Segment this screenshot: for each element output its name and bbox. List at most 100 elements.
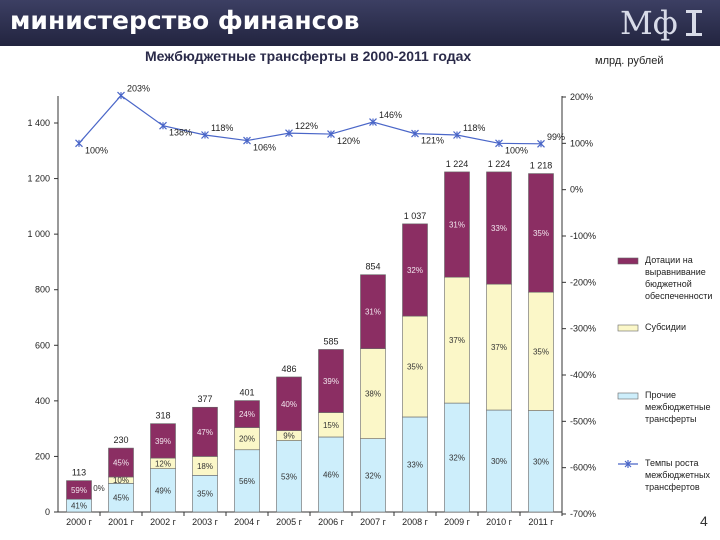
- growth-label: 99%: [547, 132, 565, 142]
- growth-label: 203%: [127, 84, 150, 94]
- bar-segment-label: 32%: [407, 266, 423, 275]
- growth-point: [327, 130, 335, 138]
- bar-total-label: 1 224: [488, 159, 511, 169]
- y-right-tick-label: -600%: [570, 463, 596, 473]
- bar-segment-label: 24%: [239, 410, 255, 419]
- growth-point: [285, 129, 293, 138]
- bar-segment-dotations: [108, 447, 134, 478]
- growth-label: 146%: [379, 110, 402, 120]
- bar-segment-other: [402, 416, 428, 513]
- y-left-tick-label: 1 400: [27, 118, 50, 128]
- bar-segment-label: 56%: [239, 477, 255, 486]
- bar-segment-label: 10%: [113, 476, 129, 485]
- y-left-tick-label: 1 200: [27, 174, 50, 184]
- category-label: 2004 г: [234, 517, 261, 527]
- bar-segment-label: 35%: [533, 347, 549, 356]
- bar-segment-label: 12%: [155, 459, 171, 468]
- growth-point: [537, 139, 545, 148]
- bar-segment-dotations: [360, 274, 386, 349]
- growth-label: 100%: [505, 145, 528, 155]
- bar-total-label: 401: [239, 388, 254, 398]
- category-label: 2002 г: [150, 517, 177, 527]
- bar-segment-other: [444, 402, 470, 513]
- legend-swatch-subsidies: [617, 324, 639, 332]
- bar-segment-other: [150, 468, 176, 513]
- legend-label: Субсидии: [645, 322, 686, 332]
- bar-segment-label: 0%: [93, 484, 105, 493]
- bar-segment-label: 35%: [533, 229, 549, 238]
- y-right-tick-label: 0%: [570, 185, 583, 195]
- bar-segment-subsidies: [402, 315, 428, 418]
- bar-segment-label: 38%: [365, 390, 381, 399]
- category-label: 2008 г: [402, 517, 429, 527]
- bar-total-label: 377: [197, 394, 212, 404]
- page-number: 4: [700, 513, 708, 529]
- y-right-tick-label: -400%: [570, 370, 596, 380]
- legend-label: Темпы роста: [645, 458, 699, 468]
- bar-segment-subsidies: [318, 412, 344, 438]
- growth-label: 106%: [253, 143, 276, 153]
- bar-total-label: 113: [72, 468, 86, 478]
- bar-segment-subsidies: [528, 291, 554, 411]
- growth-label: 121%: [421, 136, 444, 146]
- bar-segment-dotations: [318, 349, 344, 413]
- bar-segment-label: 59%: [71, 486, 87, 495]
- bar-segment-label: 39%: [323, 377, 339, 386]
- category-label: 2007 г: [360, 517, 387, 527]
- bar-segment-label: 33%: [491, 224, 507, 233]
- legend-label: трансфертов: [645, 482, 700, 492]
- bar-segment-dotations: [276, 376, 302, 431]
- bar-segment-other: [108, 483, 134, 513]
- legend-growth-marker: [624, 460, 632, 468]
- category-label: 2005 г: [276, 517, 303, 527]
- legend-label: Дотации на: [645, 255, 693, 265]
- growth-point: [117, 91, 125, 100]
- legend-label: выравнивание: [645, 267, 706, 277]
- bar-segment-label: 35%: [407, 363, 423, 372]
- chart-title: Межбюджетные трансферты в 2000-2011 года…: [145, 48, 472, 64]
- bar-segment-dotations: [444, 171, 470, 278]
- legend-label: обеспеченности: [645, 291, 712, 301]
- bar-segment-label: 49%: [155, 486, 171, 495]
- bar-segment-label: 37%: [449, 336, 465, 345]
- bar-segment-label: 41%: [71, 502, 87, 511]
- bar-segment-dotations: [192, 406, 218, 457]
- bar-segment-label: 31%: [449, 221, 465, 230]
- bar-total-label: 318: [155, 411, 170, 421]
- bar-segment-label: 46%: [323, 470, 339, 479]
- bar-segment-other: [318, 436, 344, 513]
- y-left-tick-label: 800: [35, 285, 50, 295]
- y-right-tick-label: -500%: [570, 416, 596, 426]
- category-label: 2011 г: [528, 517, 554, 527]
- bar-segment-other: [528, 410, 554, 513]
- bar-segment-label: 47%: [197, 428, 213, 437]
- category-label: 2000 г: [66, 517, 93, 527]
- bar-total-label: 1 037: [404, 211, 427, 221]
- bar-segment-dotations: [402, 223, 428, 317]
- growth-point: [369, 118, 377, 126]
- bar-total-label: 1 224: [446, 159, 469, 169]
- legend-swatch-dotations: [617, 257, 639, 265]
- legend-swatch-other: [617, 392, 639, 400]
- bar-segment-label: 45%: [113, 494, 129, 503]
- bar-segment-label: 31%: [365, 308, 381, 317]
- y-right-tick-label: -200%: [570, 277, 596, 287]
- growth-point: [411, 129, 419, 138]
- growth-point: [495, 139, 503, 148]
- y-left-tick-label: 400: [35, 396, 50, 406]
- units-label: млрд. рублей: [595, 55, 664, 67]
- growth-point: [201, 131, 209, 139]
- growth-label: 120%: [337, 136, 360, 146]
- bar-segment-label: 32%: [365, 471, 381, 480]
- bar-segment-label: 33%: [407, 460, 423, 469]
- bar-segment-dotations: [528, 173, 554, 293]
- y-left-tick-label: 200: [35, 451, 50, 461]
- growth-label: 122%: [295, 121, 318, 131]
- y-left-tick-label: 0: [45, 507, 50, 517]
- bar-segment-other: [360, 438, 386, 513]
- category-label: 2003 г: [192, 517, 219, 527]
- growth-point: [75, 139, 83, 148]
- y-right-tick-label: 200%: [570, 92, 593, 102]
- bar-segment-label: 53%: [281, 472, 297, 481]
- bar-total-label: 486: [281, 364, 296, 374]
